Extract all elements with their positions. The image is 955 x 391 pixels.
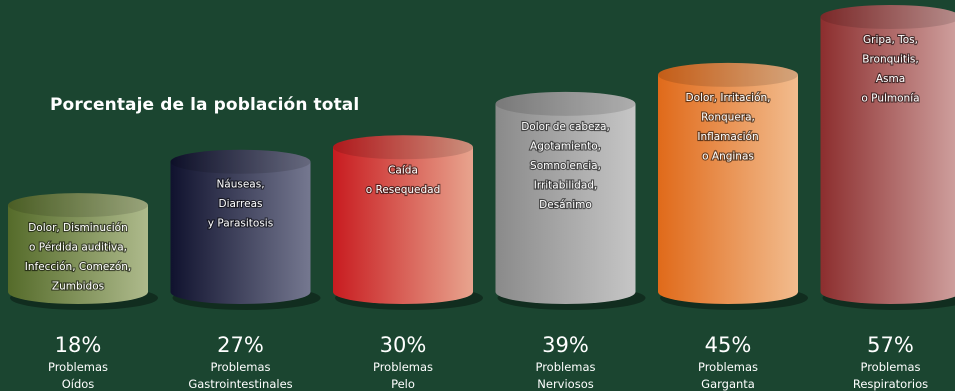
annotation-line: Infección, Comezón,: [25, 261, 132, 273]
value-label: 39%: [542, 333, 589, 357]
bar-top-shade: [658, 62, 798, 87]
category-label: Oídos: [62, 377, 95, 391]
value-label: 27%: [217, 333, 264, 357]
bar-top-shade: [170, 149, 311, 174]
bar-body: [658, 74, 798, 304]
annotation-line: Dolor, Disminución: [28, 222, 128, 234]
bar-annotation: Dolor de cabeza, Agotamiento, Somnolencia,…: [520, 120, 611, 212]
category-label: Problemas: [698, 360, 758, 374]
bar-6: Gripa, Tos, Bronquitis, Asma o Pulmonía: [820, 5, 955, 310]
annotation-line: Ronquera,: [701, 111, 755, 123]
category-label: Problemas: [373, 360, 433, 374]
bar-body: [333, 147, 473, 304]
bar-annotation: Dolor, Disminución o Pérdida auditiva, Inf…: [24, 221, 133, 294]
annotation-line: Agotamiento,: [530, 140, 601, 152]
annotation-line: y Parasitosis: [208, 218, 273, 230]
bar-4: Dolor de cabeza, Agotamiento, Somnolencia,…: [495, 91, 646, 310]
bar-top: [495, 91, 636, 116]
category-label: Problemas: [48, 360, 108, 374]
bar-annotation: Gripa, Tos, Bronquitis, Asma o Pulmonía: [860, 33, 920, 106]
value-label: 30%: [380, 333, 427, 357]
annotation-line: Gripa, Tos,: [863, 34, 918, 46]
value-label: 45%: [705, 333, 752, 357]
bar-body: [8, 205, 148, 304]
annotation-line: Irritabilidad,: [534, 179, 598, 191]
bar-top: [8, 193, 148, 218]
bar-top: [333, 135, 473, 160]
bar-annotation: Caída o Resequedad: [365, 163, 442, 197]
annotation-line: Asma: [876, 73, 905, 85]
bar-top-shade: [333, 135, 473, 160]
annotation-line: Dolor, Irritación,: [686, 92, 771, 104]
annotation-line: o Pulmonía: [861, 93, 919, 105]
bar-2: Náuseas, Diarreas y Parasitosis: [170, 149, 321, 310]
bar-top: [658, 62, 798, 87]
annotation-line: Caída: [388, 164, 418, 176]
annotation-line: o Resequedad: [366, 184, 441, 196]
bar-body: [170, 161, 311, 304]
category-label: Gastrointestinales: [188, 377, 292, 391]
bar-top-shade: [495, 91, 636, 116]
bar-annotation: Dolor, Irritación, Ronquera, Inflamación o …: [684, 91, 771, 164]
category-label: Pelo: [391, 377, 415, 391]
category-label: Problemas: [860, 360, 920, 374]
category-label: Problemas: [535, 360, 595, 374]
chart-title: Porcentaje de la población total: [50, 95, 360, 115]
category-label: Garganta: [701, 377, 755, 391]
annotation-line: Zumbidos: [52, 281, 104, 293]
value-label: 18%: [55, 333, 102, 357]
bar-top-shade: [820, 5, 955, 29]
bar-top: [820, 5, 955, 29]
annotation-line: Diarreas: [218, 198, 262, 210]
bar-top: [170, 149, 311, 174]
annotation-line: Inflamación: [697, 131, 758, 143]
value-label: 57%: [867, 333, 914, 357]
annotation-line: Somnolencia,: [530, 160, 601, 172]
annotation-line: Náuseas,: [216, 179, 264, 191]
annotation-line: o Anginas: [702, 150, 754, 162]
category-label: Nerviosos: [537, 377, 593, 391]
bar-5: Dolor, Irritación, Ronquera, Inflamación o …: [658, 62, 808, 310]
category-label: Respiratorios: [853, 377, 928, 391]
bar-1: Dolor, Disminución o Pérdida auditiva, Inf…: [8, 193, 158, 310]
bar-3: Caída o Resequedad: [333, 135, 483, 310]
annotation-line: Desánimo: [539, 199, 592, 211]
annotation-line: Bronquitis,: [862, 54, 918, 66]
bar-annotation: Náuseas, Diarreas y Parasitosis: [207, 178, 275, 231]
category-label: Problemas: [210, 360, 270, 374]
annotation-line: Dolor de cabeza,: [521, 121, 610, 133]
bar-top-shade: [8, 193, 148, 218]
annotation-line: o Pérdida auditiva,: [29, 242, 127, 254]
bar-body: [495, 103, 636, 304]
bar-body: [820, 17, 955, 304]
